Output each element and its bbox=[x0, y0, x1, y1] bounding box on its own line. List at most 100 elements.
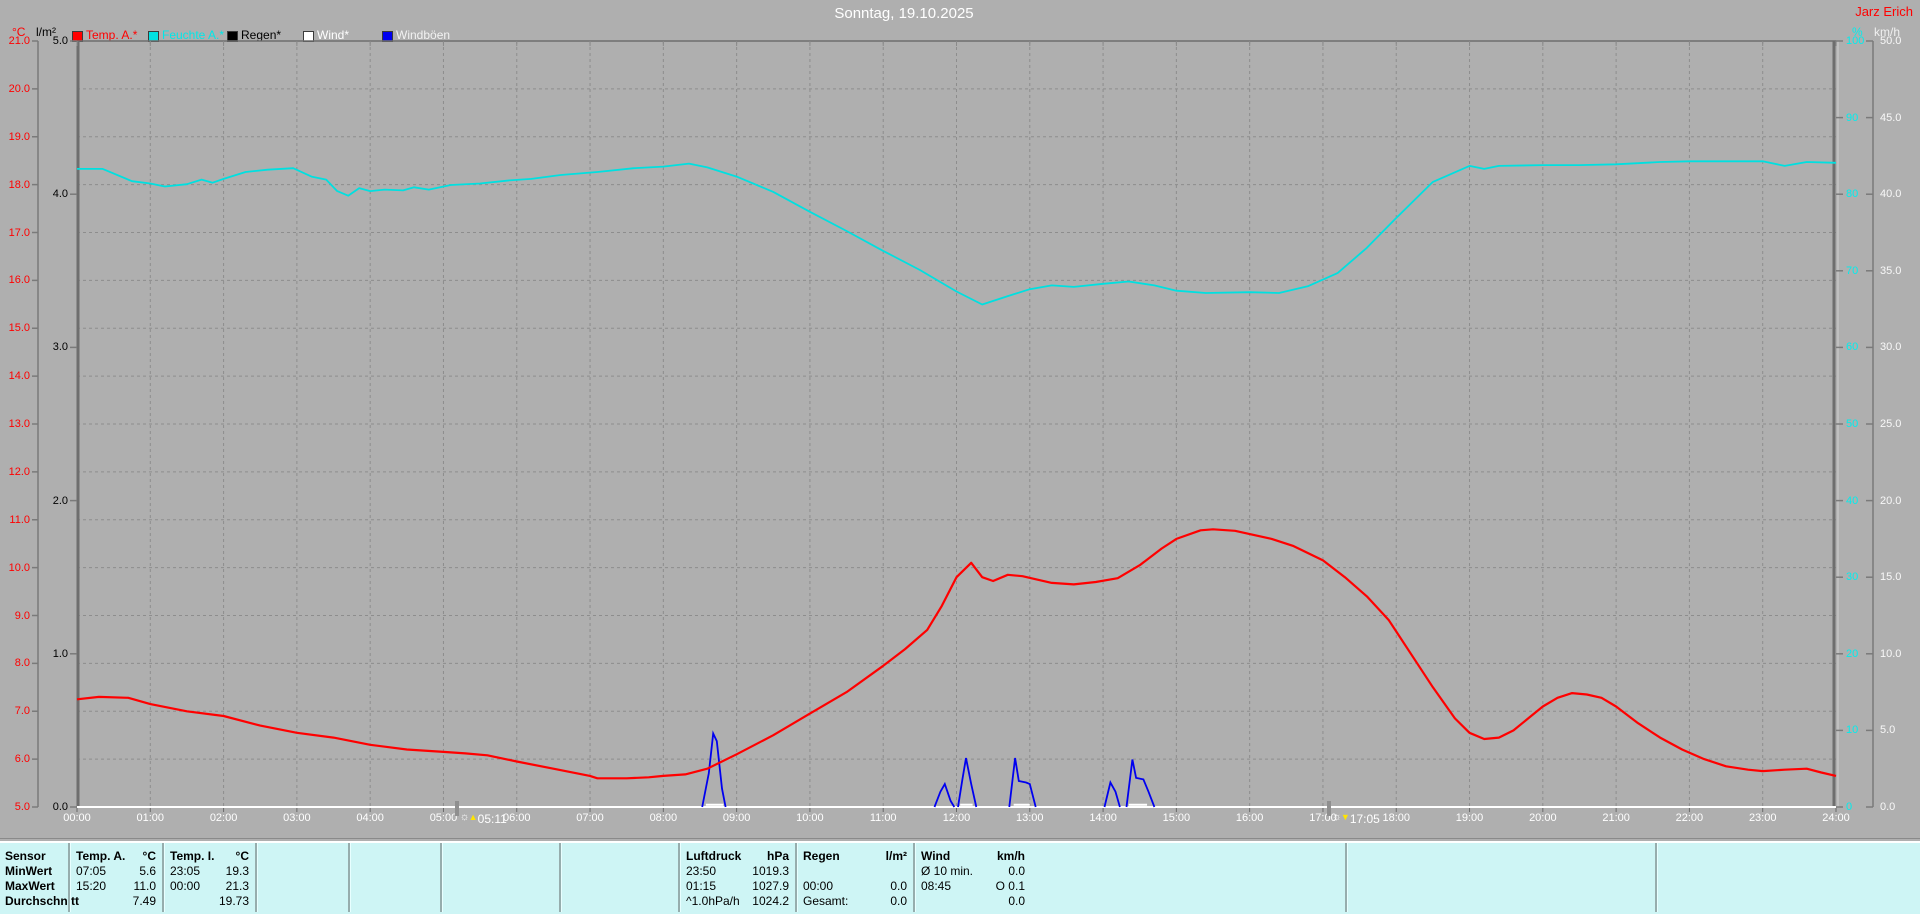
table-unit-luftdruck: hPa bbox=[766, 849, 789, 863]
x-axis-label: 18:00 bbox=[1382, 812, 1411, 824]
table-cell-regen-time: 00:00 bbox=[803, 879, 834, 893]
sunrise-tick-mark bbox=[454, 801, 459, 816]
temp-axis-label: 17.0 bbox=[8, 226, 30, 239]
table-column-separator bbox=[440, 843, 443, 912]
temp-axis-label: 11.0 bbox=[9, 513, 30, 526]
wind-axis-label: 0.0 bbox=[1880, 801, 1896, 813]
table-cell-luftdruck-value: 1024.2 bbox=[752, 894, 789, 908]
table-header-temp-a: Temp. A. bbox=[76, 849, 126, 863]
humidity-axis-label: 10 bbox=[1846, 724, 1859, 737]
wind-axis-label: 10.0 bbox=[1880, 647, 1902, 660]
table-top-shadow bbox=[0, 838, 1920, 839]
x-axis-label: 15:00 bbox=[1162, 812, 1191, 824]
series-gust-spike bbox=[1008, 757, 1037, 808]
temp-axis-label: 19.0 bbox=[8, 130, 30, 143]
x-axis-label: 21:00 bbox=[1602, 812, 1630, 824]
table-column-separator bbox=[1345, 843, 1348, 912]
table-column-separator bbox=[678, 843, 681, 912]
x-axis-label: 07:00 bbox=[576, 812, 604, 824]
temp-axis-label: 20.0 bbox=[8, 82, 30, 95]
legend-label: Wind* bbox=[317, 28, 350, 42]
sunset-sun-icon: ☼ bbox=[1331, 811, 1342, 823]
x-axis-label: 05:00 bbox=[429, 812, 458, 824]
table-column-separator bbox=[1655, 843, 1658, 912]
table-cell-temp-a-time: 15:20 bbox=[76, 879, 107, 893]
table-cell-temp-a-value: 7.49 bbox=[132, 894, 156, 908]
wind-axis-label: 25.0 bbox=[1880, 418, 1902, 430]
table-header-regen: Regen bbox=[803, 849, 840, 863]
table-unit-regen: l/m² bbox=[885, 849, 907, 863]
left-axis-rain-unit: l/m² bbox=[36, 25, 56, 39]
temp-axis-label: 6.0 bbox=[14, 753, 30, 766]
x-axis-label: 02:00 bbox=[209, 812, 238, 824]
table-cell-temp-a-time: 07:05 bbox=[76, 864, 107, 878]
legend-label: Temp. A.* bbox=[86, 28, 138, 42]
humidity-axis-label: 90 bbox=[1846, 111, 1859, 124]
temp-axis-label: 12.0 bbox=[8, 465, 30, 478]
x-axis-label: 06:00 bbox=[502, 812, 531, 824]
x-axis-label: 12:00 bbox=[942, 812, 971, 824]
table-column-separator bbox=[913, 843, 916, 912]
table-cell-wind-value: O 0.1 bbox=[995, 879, 1025, 893]
wind-axis-label: 20.0 bbox=[1880, 494, 1902, 507]
statistics-table: Sensor MinWert MaxWert Durchschnitt Temp. A.… bbox=[0, 841, 1920, 914]
table-column-separator bbox=[162, 843, 165, 912]
wind-axis-label: 30.0 bbox=[1880, 341, 1902, 354]
x-axis-label: 00:00 bbox=[63, 812, 91, 824]
rain-axis-label: 5.0 bbox=[52, 35, 68, 47]
table-row-label: MinWert bbox=[5, 864, 53, 878]
x-axis-label: 19:00 bbox=[1455, 812, 1484, 824]
series-gust-spike bbox=[701, 730, 727, 808]
humidity-axis-label: 50 bbox=[1846, 418, 1859, 430]
table-column-separator bbox=[559, 843, 562, 912]
table-header-luftdruck: Luftdruck bbox=[686, 849, 742, 863]
x-axis-label: 14:00 bbox=[1089, 812, 1117, 824]
table-unit-temp-a: °C bbox=[142, 849, 156, 863]
x-axis-label: 10:00 bbox=[796, 812, 824, 824]
page-title: Sonntag, 19.10.2025 bbox=[834, 5, 974, 22]
table-unit-temp-i: °C bbox=[235, 849, 249, 863]
table-cell-wind-time: 08:45 bbox=[921, 879, 952, 893]
temp-axis-label: 13.0 bbox=[8, 418, 30, 430]
temp-axis-label: 15.0 bbox=[8, 322, 30, 335]
table-cell-wind-value: 0.0 bbox=[1008, 864, 1025, 878]
rain-axis-label: 1.0 bbox=[52, 647, 68, 660]
humidity-axis-label: 70 bbox=[1846, 264, 1859, 277]
sunrise-arrow-icon: ▲ bbox=[468, 812, 478, 822]
table-cell-luftdruck-value: 1027.9 bbox=[752, 879, 789, 893]
temp-axis-label: 7.0 bbox=[14, 705, 30, 718]
series-gust-spike bbox=[1103, 780, 1121, 808]
x-axis-label: 09:00 bbox=[722, 812, 751, 824]
right-axis-humidity-unit: % bbox=[1852, 25, 1863, 39]
table-column-separator bbox=[348, 843, 351, 912]
table-cell-temp-i-value: 19.3 bbox=[225, 864, 249, 878]
table-cell-temp-i-value: 19.73 bbox=[218, 894, 249, 908]
wind-axis-label: 5.0 bbox=[1880, 724, 1896, 737]
table-unit-wind: km/h bbox=[996, 849, 1025, 863]
temp-axis-label: 9.0 bbox=[14, 609, 30, 622]
table-cell-temp-a-value: 11.0 bbox=[133, 879, 156, 893]
temp-axis-label: 21.0 bbox=[8, 35, 30, 47]
humidity-axis-label: 40 bbox=[1846, 494, 1859, 507]
legend-label: Windböen bbox=[396, 28, 451, 42]
table-cell-temp-i-time: 23:05 bbox=[170, 864, 201, 878]
table-cell-temp-i-time: 00:00 bbox=[170, 879, 201, 893]
x-axis-label: 01:00 bbox=[136, 812, 165, 824]
humidity-axis-label: 20 bbox=[1846, 647, 1859, 660]
temp-axis-label: 16.0 bbox=[8, 274, 30, 287]
temp-axis-label: 10.0 bbox=[8, 561, 30, 574]
table-cell-regen-time: Gesamt: bbox=[803, 894, 849, 908]
table-row-label: Durchschnitt bbox=[5, 894, 80, 908]
table-cell-temp-a-value: 5.6 bbox=[139, 864, 156, 878]
wind-axis-label: 15.0 bbox=[1880, 571, 1902, 584]
x-axis-label: 22:00 bbox=[1675, 812, 1704, 824]
rain-axis-label: 4.0 bbox=[52, 188, 68, 201]
x-axis-label: 03:00 bbox=[283, 812, 311, 824]
x-axis-label: 13:00 bbox=[1016, 812, 1044, 824]
table-cell-wind-value: 0.0 bbox=[1008, 894, 1025, 908]
temp-axis-label: 5.0 bbox=[14, 801, 30, 813]
rain-axis-label: 0.0 bbox=[52, 801, 68, 813]
table-cell-luftdruck-time: ^1.0hPa/h bbox=[686, 894, 740, 908]
table-cell-wind-time: Ø 10 min. bbox=[921, 864, 974, 878]
